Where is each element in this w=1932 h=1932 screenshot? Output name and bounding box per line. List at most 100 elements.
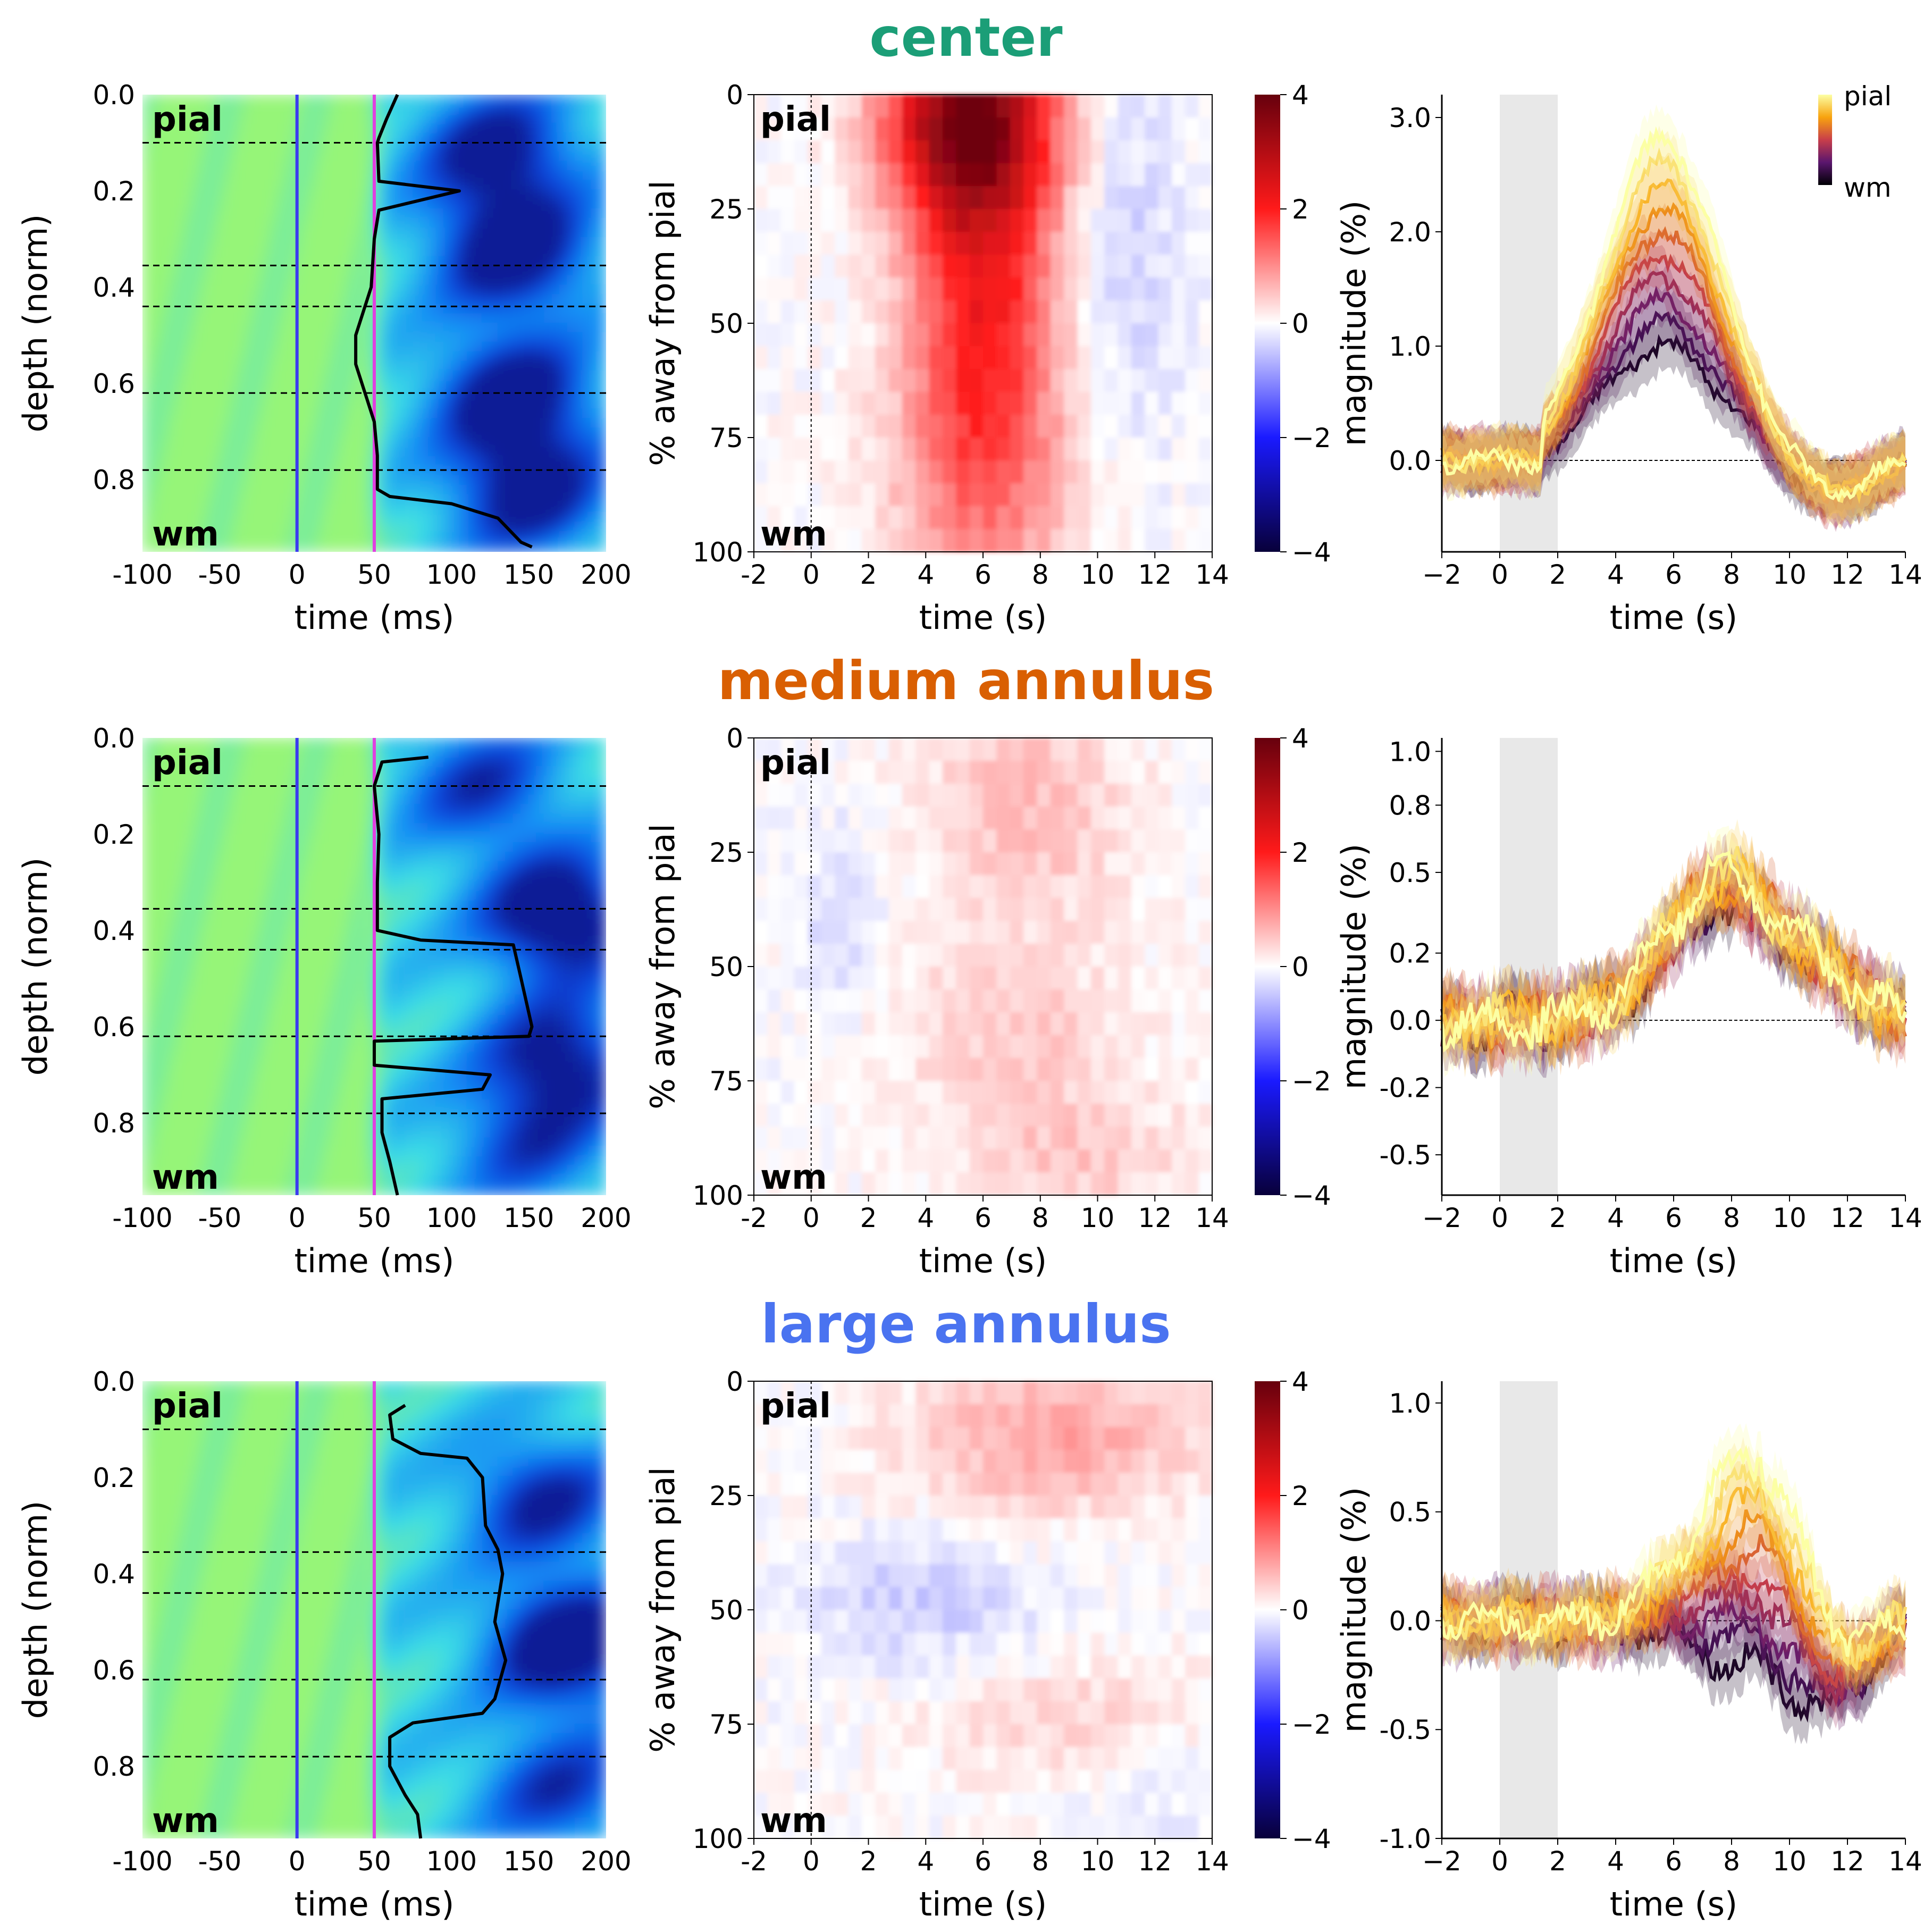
csd-cell [289, 794, 298, 805]
csd-cell [474, 256, 483, 267]
csd-cell [543, 542, 553, 552]
csd-cell [543, 284, 553, 296]
csd-x-tick-label: -50 [198, 559, 241, 590]
csd-cell [528, 217, 537, 229]
csd-cell [196, 966, 205, 977]
csd-cell [427, 341, 437, 352]
csd-cell [567, 113, 576, 124]
csd-cell [180, 794, 190, 805]
csd-cell [173, 161, 182, 172]
profile-cell [754, 95, 768, 118]
profile-y-tick-label: 75 [709, 423, 743, 453]
csd-cell [358, 532, 367, 543]
csd-cell [567, 246, 576, 257]
csd-cell [273, 823, 282, 834]
csd-cell [543, 141, 553, 153]
csd-cell [374, 523, 383, 534]
csd-cell [342, 1080, 352, 1091]
csd-cell [574, 494, 584, 505]
csd-cell [289, 861, 298, 872]
csd-cell [149, 95, 159, 105]
profile-cell [875, 369, 889, 392]
csd-cell [551, 208, 560, 219]
csd-cell [273, 804, 282, 815]
csd-cell [281, 899, 290, 910]
csd-cell [265, 256, 275, 267]
csd-cell [551, 265, 560, 276]
csd-cell [335, 1061, 344, 1072]
csd-cell [412, 532, 422, 543]
csd-cell [219, 1118, 228, 1129]
csd-cell [582, 284, 591, 296]
csd-cell [513, 180, 522, 191]
csd-cell [451, 323, 460, 333]
csd-cell [543, 446, 553, 457]
csd-cell [505, 532, 514, 543]
csd-cell [173, 323, 182, 333]
csd-cell [443, 208, 452, 219]
csd-cell [242, 503, 251, 515]
csd-cell [598, 437, 606, 448]
csd-cell [482, 246, 491, 257]
csd-cell [219, 1089, 228, 1101]
profile-cell [1171, 255, 1186, 278]
profile-cell [1145, 300, 1159, 324]
csd-cell [405, 284, 414, 296]
csd-cell [242, 151, 251, 162]
csd-cell [273, 294, 282, 305]
csd-cell [304, 341, 313, 352]
csd-cell [598, 380, 606, 391]
csd-cell [242, 823, 251, 834]
csd-cell [342, 947, 352, 958]
csd-cell [234, 408, 243, 419]
csd-cell [490, 151, 499, 162]
csd-cell [427, 256, 437, 267]
csd-image [142, 738, 606, 1195]
csd-cell [242, 208, 251, 219]
csd-cell [211, 199, 221, 209]
csd-cell [180, 199, 190, 209]
csd-cell [242, 180, 251, 191]
csd-cell [149, 1185, 159, 1195]
csd-cell [149, 475, 159, 486]
csd-cell [196, 1071, 205, 1081]
csd-cell [219, 360, 228, 372]
profile-cell [1064, 438, 1078, 461]
csd-cell [412, 313, 422, 324]
csd-cell [211, 484, 221, 495]
csd-cell [397, 227, 406, 238]
csd-cell [234, 1032, 243, 1044]
csd-cell [258, 1032, 267, 1044]
profile-cell [1131, 209, 1146, 232]
csd-cell [219, 1108, 228, 1120]
csd-cell [289, 1004, 298, 1015]
csd-cell [296, 870, 306, 881]
csd-cell [258, 813, 267, 825]
csd-cell [427, 265, 437, 276]
profile-cell [848, 415, 862, 438]
csd-cell [265, 399, 275, 410]
csd-cell [250, 370, 259, 381]
csd-cell [435, 427, 444, 438]
csd-cell [296, 246, 306, 257]
csd-cell [427, 503, 437, 515]
csd-cell [289, 484, 298, 495]
csd-cell [289, 1118, 298, 1129]
csd-cell [304, 532, 313, 543]
csd-cell [482, 351, 491, 362]
csd-cell [142, 465, 151, 476]
profile-cell [1185, 369, 1199, 392]
csd-cell [335, 870, 344, 881]
csd-cell [149, 842, 159, 853]
csd-cell [304, 766, 313, 777]
csd-cell [265, 870, 275, 881]
csd-cell [165, 427, 174, 438]
csd-cell [258, 1071, 267, 1081]
csd-cell [342, 161, 352, 172]
csd-cell [397, 503, 406, 515]
csd-cell [366, 351, 375, 362]
profile-cell [902, 415, 917, 438]
csd-cell [234, 861, 243, 872]
csd-cell [327, 909, 337, 920]
profile-cell [780, 117, 795, 141]
